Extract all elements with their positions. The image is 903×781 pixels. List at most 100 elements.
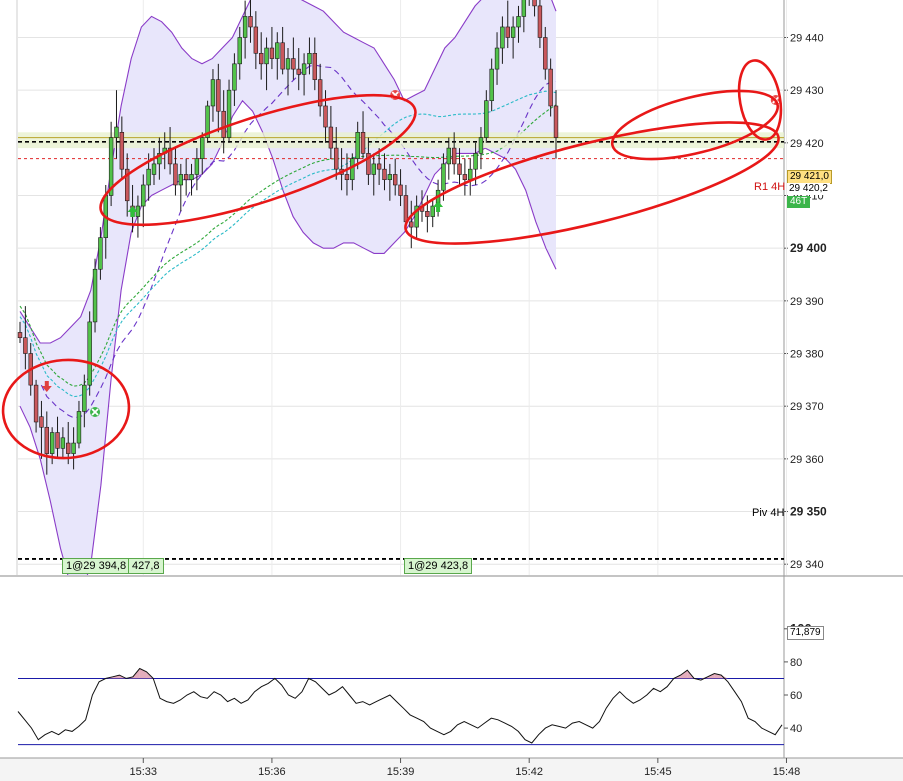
candle[interactable] [44,411,50,475]
candle[interactable] [392,158,398,196]
candle[interactable] [376,148,382,185]
buy-arrow-icon [433,201,444,212]
candle[interactable] [446,137,451,180]
candle[interactable] [200,132,205,175]
candle[interactable] [553,90,559,159]
candle[interactable] [537,0,543,49]
candle[interactable] [414,195,419,238]
candle[interactable] [23,306,28,370]
candle[interactable] [55,416,60,459]
candle[interactable] [462,158,468,196]
candle[interactable] [151,148,157,185]
candle[interactable] [516,5,521,43]
candle[interactable] [60,427,66,459]
candle[interactable] [457,148,462,185]
candle[interactable] [269,26,275,70]
candle[interactable] [125,153,130,217]
candle[interactable] [317,63,323,117]
candle[interactable] [366,137,371,185]
candle[interactable] [478,127,484,170]
candle[interactable] [39,400,44,459]
bear-candle-body [317,79,323,107]
candle[interactable] [494,32,500,85]
candle[interactable] [17,321,23,343]
candle[interactable] [510,16,516,59]
candle[interactable] [232,53,237,106]
candle[interactable] [141,174,146,228]
candle[interactable] [98,227,103,280]
candle[interactable] [382,153,387,191]
candle[interactable] [275,32,280,80]
price-tick-label: 29 420 [790,138,824,150]
candle[interactable] [87,311,92,396]
candle[interactable] [307,37,312,75]
candle[interactable] [334,127,339,180]
candle[interactable] [258,32,264,80]
candle[interactable] [216,63,221,133]
candle[interactable] [489,58,494,112]
candle[interactable] [226,79,232,143]
candle[interactable] [387,163,393,201]
candle[interactable] [210,69,216,122]
candle[interactable] [398,169,403,207]
candle[interactable] [82,374,87,428]
candle[interactable] [301,53,307,96]
bull-candle-body [226,89,232,138]
bull-candle-body [237,37,242,65]
candle[interactable] [521,0,527,33]
candle[interactable] [33,379,39,433]
candle[interactable] [430,200,435,228]
candle[interactable] [532,0,537,17]
candle[interactable] [548,58,553,117]
candle[interactable] [484,90,489,143]
candle[interactable] [543,26,548,80]
candle[interactable] [157,137,162,180]
oscillator-panel[interactable]: 2040608010015:3315:3615:3915:4215:4515:4… [0,575,903,781]
candle[interactable] [92,258,98,333]
price-tick-label: 29 380 [790,349,824,361]
candle[interactable] [291,37,296,80]
tick-count-tag: 46T [787,196,811,208]
candle[interactable] [248,0,253,43]
candle[interactable] [296,48,301,91]
candle[interactable] [242,0,248,59]
candle[interactable] [189,163,194,196]
candle[interactable] [114,90,119,159]
bear-candle-body [119,132,125,170]
bull-candle-body [242,16,248,38]
candle[interactable] [451,132,457,175]
bull-candle-body [473,153,478,170]
candle[interactable] [108,121,114,207]
candle[interactable] [312,37,317,91]
candle[interactable] [205,100,210,143]
candle[interactable] [371,153,376,196]
trade-label-buy-1[interactable]: 1@29 394,8 [62,558,131,574]
candle[interactable] [409,200,414,249]
candle[interactable] [285,48,291,96]
candle[interactable] [280,26,285,75]
candle[interactable] [183,158,189,196]
candle[interactable] [173,148,178,196]
candle[interactable] [328,105,334,159]
bull-candle-body [516,16,521,28]
candle[interactable] [119,116,125,180]
candle[interactable] [194,148,200,191]
candle[interactable] [76,400,82,449]
trade-label-exit-1[interactable]: 427,8 [128,558,164,574]
candle[interactable] [344,153,350,196]
trade-label-buy-2[interactable]: 1@29 423,8 [404,558,473,574]
bear-candle-body [221,110,226,138]
candle[interactable] [355,121,360,170]
marker-x [91,408,99,416]
candle[interactable] [71,427,76,470]
candle[interactable] [178,163,183,212]
candle[interactable] [500,16,505,64]
candle[interactable] [253,11,259,70]
candle[interactable] [237,26,242,80]
candle[interactable] [360,111,366,159]
candle[interactable] [264,37,269,91]
candle[interactable] [221,90,226,154]
candle[interactable] [505,0,510,49]
price-panel[interactable]: 29 340 29 350 29 360 29 370 29 380 29 390 29 4… [0,0,903,575]
